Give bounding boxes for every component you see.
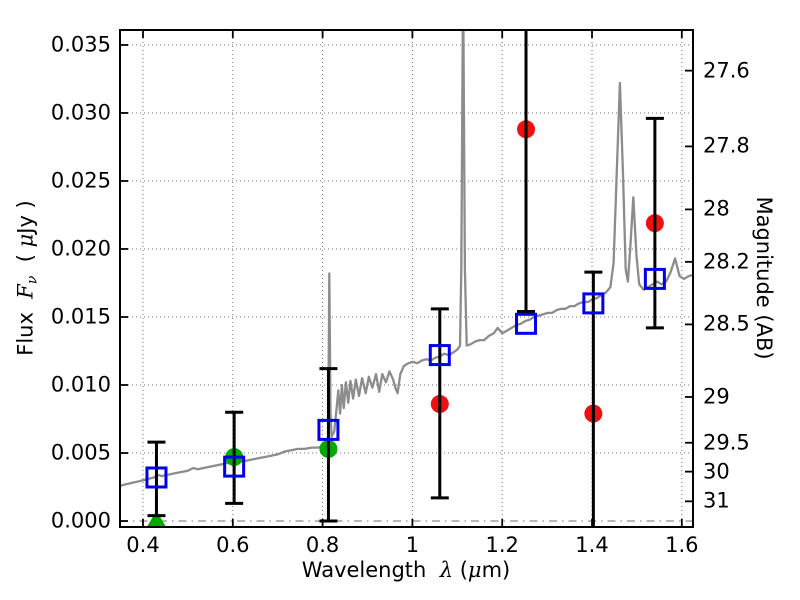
blue-square-marker — [145, 466, 168, 489]
x-tick-label: 1.6 — [665, 533, 699, 557]
mag-tick-label: 30 — [703, 459, 730, 484]
x-tick-label: 1 — [405, 533, 420, 557]
x-tick-label: 1.4 — [575, 533, 609, 557]
blue-square-marker — [223, 455, 246, 478]
x-tick-label: 0.6 — [216, 533, 250, 557]
flux-tick-label: 0.000 — [50, 508, 111, 533]
x-tick-label: 0.4 — [126, 533, 160, 557]
flux-tick-label: 0.025 — [50, 168, 111, 193]
flux-tick-label: 0.010 — [50, 372, 111, 397]
axes-frame — [119, 29, 694, 528]
y-axis-label-flux: Flux Fν ( μJy ) — [13, 200, 41, 356]
blue-square-marker — [643, 267, 666, 290]
blue-square-marker — [582, 292, 605, 315]
x-axis-label-wavelength: Wavelength λ (μm) — [301, 558, 511, 582]
green-triangle-marker — [146, 510, 167, 527]
mag-tick-label: 28.5 — [703, 311, 750, 336]
grid-lines — [120, 30, 693, 527]
flux-tick-label: 0.030 — [50, 100, 111, 125]
y-axis-label-magnitude: Magnitude (AB) — [752, 196, 776, 360]
blue-square-marker — [317, 418, 340, 441]
x-tick-label: 1.2 — [485, 533, 519, 557]
mag-tick-label: 31 — [703, 488, 730, 513]
flux-tick-label: 0.005 — [50, 440, 111, 465]
mag-tick-label: 29.5 — [703, 430, 750, 455]
mag-tick-label: 27.6 — [703, 58, 750, 83]
data-layer — [120, 30, 693, 527]
flux-tick-label: 0.020 — [50, 236, 111, 261]
mag-tick-label: 28 — [703, 196, 730, 221]
flux-tick-label: 0.015 — [50, 304, 111, 329]
mag-tick-label: 29 — [703, 384, 730, 409]
plot-frame — [119, 29, 694, 528]
model-spectrum-line — [120, 30, 693, 487]
mag-tick-label: 27.8 — [703, 133, 750, 158]
x-tick-label: 0.8 — [305, 533, 340, 557]
flux-tick-label: 0.035 — [50, 32, 111, 57]
mag-tick-label: 28.2 — [703, 249, 750, 274]
blue-square-marker — [428, 344, 451, 367]
blue-square-marker — [515, 312, 538, 335]
